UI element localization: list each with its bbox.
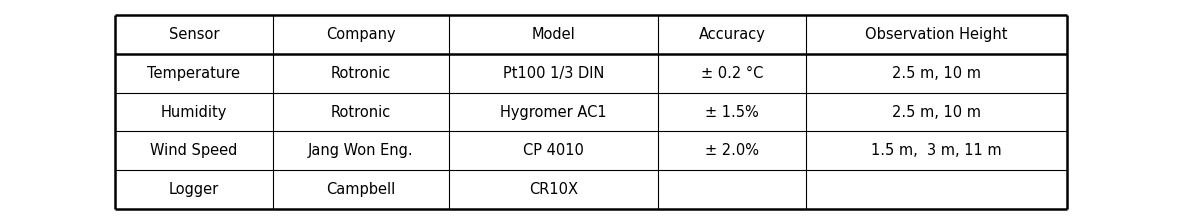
Text: 1.5 m,  3 m, 11 m: 1.5 m, 3 m, 11 m	[871, 143, 1002, 158]
Text: ± 1.5%: ± 1.5%	[704, 105, 759, 120]
Text: Rotronic: Rotronic	[331, 66, 390, 81]
Text: Campbell: Campbell	[326, 182, 395, 197]
Text: ± 0.2 °C: ± 0.2 °C	[701, 66, 763, 81]
Text: Jang Won Eng.: Jang Won Eng.	[308, 143, 413, 158]
Text: Hygromer AC1: Hygromer AC1	[500, 105, 607, 120]
Text: Humidity: Humidity	[161, 105, 227, 120]
Text: CR10X: CR10X	[528, 182, 578, 197]
Text: Wind Speed: Wind Speed	[150, 143, 238, 158]
Text: CP 4010: CP 4010	[522, 143, 584, 158]
Text: Observation Height: Observation Height	[865, 27, 1008, 42]
Text: Temperature: Temperature	[148, 66, 240, 81]
Text: Rotronic: Rotronic	[331, 105, 390, 120]
Text: Company: Company	[326, 27, 395, 42]
Text: ± 2.0%: ± 2.0%	[704, 143, 759, 158]
Text: Model: Model	[532, 27, 575, 42]
Text: 2.5 m, 10 m: 2.5 m, 10 m	[892, 66, 981, 81]
Text: Sensor: Sensor	[169, 27, 219, 42]
Text: Logger: Logger	[169, 182, 219, 197]
Text: Accuracy: Accuracy	[699, 27, 765, 42]
Text: 2.5 m, 10 m: 2.5 m, 10 m	[892, 105, 981, 120]
Text: Pt100 1/3 DIN: Pt100 1/3 DIN	[502, 66, 605, 81]
